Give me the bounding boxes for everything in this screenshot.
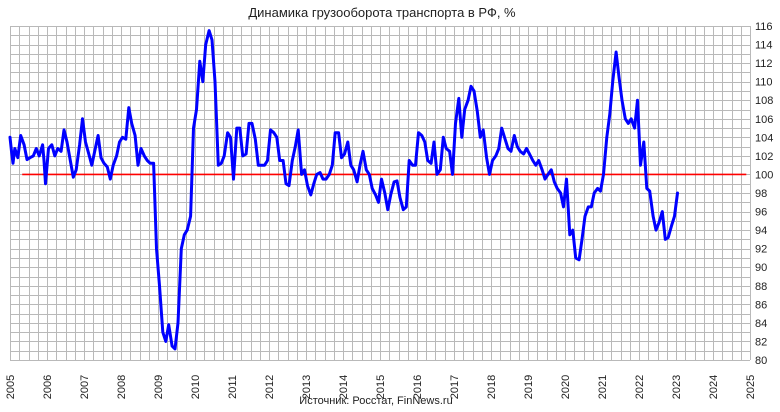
x-tick-label: 2025: [745, 375, 757, 399]
y-tick-label: 86: [755, 299, 767, 311]
y-tick-label: 90: [755, 262, 767, 274]
chart-title: Динамика грузооборота транспорта в РФ, %: [248, 5, 516, 20]
y-tick-label: 102: [755, 151, 773, 163]
plot-grid: [10, 26, 751, 361]
x-tick-label: 2013: [301, 375, 313, 399]
y-tick-label: 104: [755, 132, 773, 144]
x-tick-label: 2014: [338, 375, 350, 399]
y-axis-labels: 80 82 84 86 88 90 92 94 96 98 100 102 104 106 108 110 11…: [755, 21, 773, 367]
x-tick-label: 2018: [486, 375, 498, 399]
x-tick-label: 2015: [375, 375, 387, 399]
y-tick-label: 96: [755, 207, 767, 219]
x-tick-label: 2011: [227, 375, 239, 399]
y-tick-label: 94: [755, 225, 767, 237]
y-tick-label: 84: [755, 318, 767, 330]
x-tick-label: 2009: [153, 375, 165, 399]
x-tick-label: 2016: [412, 375, 424, 399]
x-tick-label: 2023: [671, 375, 683, 399]
y-tick-label: 116: [755, 21, 773, 33]
x-tick-label: 2010: [190, 375, 202, 399]
x-tick-label: 2019: [523, 375, 535, 399]
x-tick-label: 2006: [42, 375, 54, 399]
y-tick-label: 106: [755, 114, 773, 126]
y-tick-label: 108: [755, 95, 773, 107]
y-tick-label: 98: [755, 188, 767, 200]
y-tick-label: 110: [755, 77, 773, 89]
y-tick-label: 88: [755, 281, 767, 293]
y-tick-label: 80: [755, 355, 767, 367]
series-line: [8, 29, 679, 351]
y-tick-label: 92: [755, 244, 767, 256]
series-group: [8, 29, 679, 351]
x-tick-label: 2024: [708, 375, 720, 399]
x-tick-label: 2017: [449, 375, 461, 399]
chart-source: Источник: Росстат, FinNews.ru: [299, 395, 452, 407]
y-tick-label: 100: [755, 169, 773, 181]
x-axis-labels: 2005 2006 2007 2008 2009 2010 2011 2012 2013 2014…: [5, 375, 757, 399]
y-tick-label: 114: [755, 40, 773, 52]
y-tick-label: 112: [755, 58, 773, 70]
x-tick-label: 2021: [597, 375, 609, 399]
x-tick-label: 2012: [264, 375, 276, 399]
x-tick-label: 2005: [5, 375, 17, 399]
x-tick-label: 2022: [634, 375, 646, 399]
x-tick-label: 2020: [560, 375, 572, 399]
x-tick-label: 2008: [116, 375, 128, 399]
x-tick-label: 2007: [79, 375, 91, 399]
y-tick-label: 82: [755, 336, 767, 348]
